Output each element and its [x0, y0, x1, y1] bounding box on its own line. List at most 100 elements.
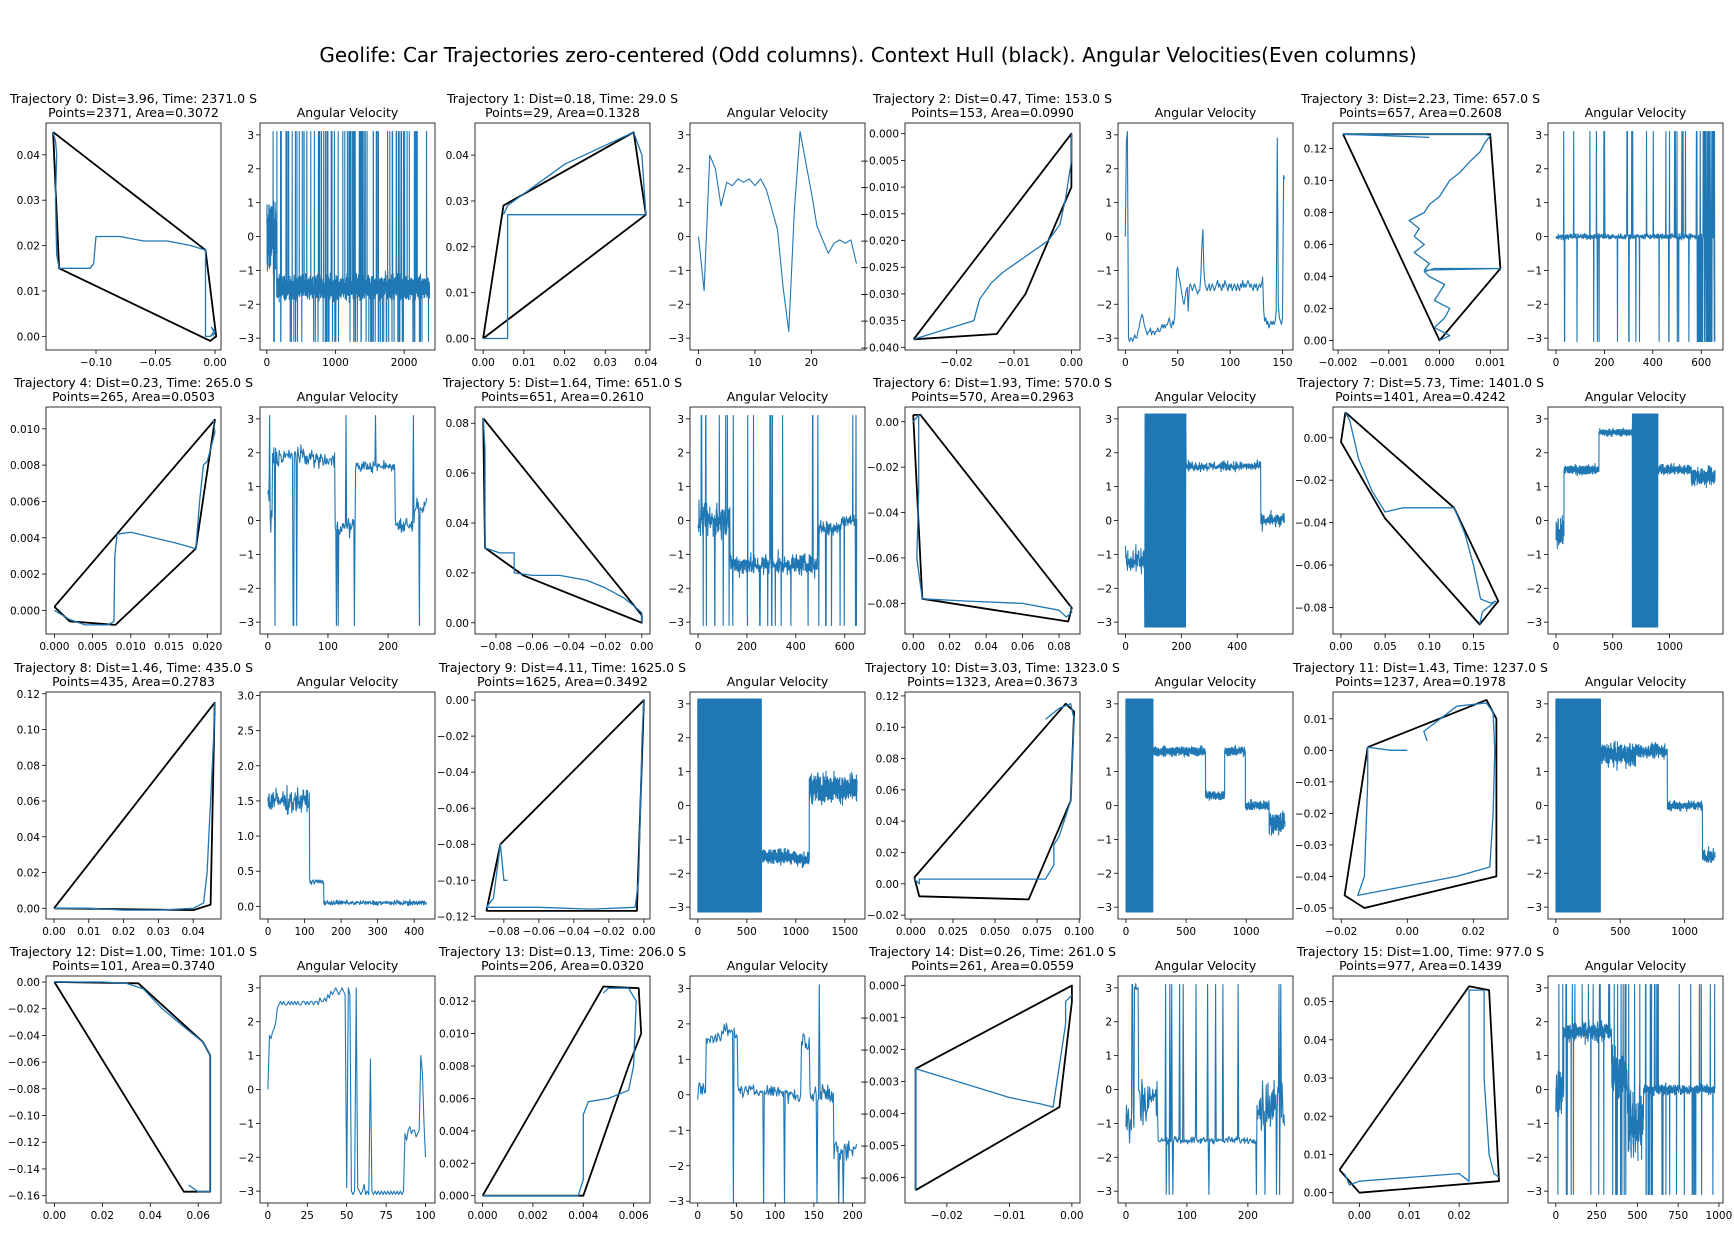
- trajectory-xtick-label-1: 0.01: [512, 357, 535, 369]
- angular-velocity-title-2: Angular Velocity: [1155, 105, 1257, 120]
- trajectory-line-10: [913, 703, 1075, 885]
- angular-velocity-xtick-label-6: 200: [1171, 641, 1191, 653]
- trajectory-ytick-label-0: 0.01: [17, 286, 40, 298]
- angular-velocity-ytick-label-11: 3: [1535, 699, 1542, 711]
- trajectory-xtick-label-5: −0.08: [480, 641, 512, 653]
- angular-velocity-ytick-label-2: 3: [1105, 130, 1112, 142]
- trajectory-ytick-label-5: 0.02: [446, 568, 469, 580]
- trajectory-ytick-label-15: 0.04: [1304, 1035, 1328, 1047]
- trajectory-ytick-label-11: 0.00: [1304, 745, 1327, 757]
- trajectory-xtick-label-12: 0.02: [91, 1210, 114, 1222]
- angular-velocity-ytick-label-2: 0: [1105, 232, 1112, 244]
- angular-velocity-frame-14: [1117, 975, 1294, 1204]
- trajectory-ytick-label-8: 0.02: [17, 868, 40, 880]
- trajectory-ytick-label-6: −0.04: [867, 508, 899, 520]
- trajectory-ytick-label-2: −0.035: [860, 316, 899, 328]
- angular-velocity-xtick-label-10: 500: [1176, 926, 1196, 938]
- trajectory-frame-7: [1332, 406, 1509, 635]
- trajectory-panel-6: Trajectory 6: Dist=1.93, Time: 570.0 SPo…: [867, 375, 1112, 653]
- trajectory-frame-3: [1332, 122, 1509, 351]
- trajectory-title-5: Trajectory 5: Dist=1.64, Time: 651.0 S: [442, 375, 682, 390]
- trajectory-ytick-label-10: 0.12: [876, 691, 899, 703]
- angular-velocity-line-15: [1555, 983, 1716, 1196]
- trajectory-ytick-label-14: −0.002: [860, 1045, 899, 1057]
- trajectory-ytick-label-13: 0.006: [439, 1093, 469, 1105]
- trajectory-ytick-label-15: 0.05: [1304, 997, 1327, 1009]
- angular-velocity-panel-9: Angular Velocity 0 500 1000 1500 −3 −2 −1 0 1 2 3: [669, 674, 866, 938]
- trajectory-ytick-label-1: 0.01: [446, 288, 469, 300]
- trajectory-subtitle-8: Points=435, Area=0.2783: [52, 674, 215, 689]
- trajectory-ytick-label-9: −0.04: [437, 767, 469, 779]
- angular-velocity-xtick-label-3: 0: [1553, 357, 1560, 369]
- angular-velocity-xtick-label-9: 500: [737, 926, 757, 938]
- trajectory-ytick-label-4: 0.006: [10, 496, 40, 508]
- angular-velocity-ytick-label-10: 3: [1105, 699, 1112, 711]
- trajectory-xtick-label-0: −0.05: [139, 357, 171, 369]
- angular-velocity-panel-14: Angular Velocity 0 100 200 −3 −2 −1 0 1 2 3: [1097, 958, 1294, 1222]
- trajectory-xtick-label-8: 0.04: [181, 926, 205, 938]
- angular-velocity-ytick-label-7: 3: [1535, 414, 1542, 426]
- trajectory-frame-9: [474, 691, 651, 920]
- trajectory-xtick-label-12: 0.06: [187, 1210, 211, 1222]
- angular-velocity-ytick-label-3: 0: [1535, 232, 1542, 244]
- angular-velocity-ytick-label-8: 3.0: [237, 691, 254, 703]
- trajectory-ytick-label-3: 0.04: [1304, 271, 1328, 283]
- trajectory-xtick-label-3: −0.001: [1369, 357, 1408, 369]
- context-hull-2: [912, 132, 1073, 341]
- angular-velocity-ytick-label-6: 1: [1105, 482, 1112, 494]
- trajectory-ytick-label-11: 0.01: [1304, 714, 1327, 726]
- trajectory-ytick-label-5: 0.04: [446, 518, 470, 530]
- angular-velocity-panel-1: Angular Velocity 0 10 20 −3 −2 −1 0 1 2 3: [669, 105, 866, 369]
- angular-velocity-title-0: Angular Velocity: [297, 105, 399, 120]
- angular-velocity-ytick-label-13: 2: [677, 1019, 684, 1031]
- angular-velocity-title-13: Angular Velocity: [727, 958, 829, 973]
- angular-velocity-line-9: [697, 698, 858, 913]
- angular-velocity-ytick-label-6: −1: [1097, 549, 1112, 561]
- trajectory-ytick-label-2: −0.020: [860, 236, 899, 248]
- angular-velocity-ytick-label-8: 1.5: [237, 796, 254, 808]
- trajectory-ytick-label-0: 0.02: [17, 241, 40, 253]
- trajectory-line-8: [54, 702, 216, 911]
- angular-velocity-ytick-label-11: 1: [1535, 767, 1542, 779]
- angular-velocity-panel-8: Angular Velocity 0 100 200 300 400 0.0 0.5 1.0 1.…: [237, 674, 436, 938]
- angular-velocity-xtick-label-9: 1000: [782, 926, 809, 938]
- angular-velocity-xtick-label-12: 25: [301, 1210, 314, 1222]
- angular-velocity-ytick-label-11: −1: [1527, 834, 1542, 846]
- trajectory-xtick-label-8: 0.00: [42, 926, 65, 938]
- angular-velocity-ytick-label-1: −3: [669, 333, 684, 345]
- angular-velocity-ytick-label-15: −1: [1527, 1118, 1542, 1130]
- trajectory-subtitle-11: Points=1237, Area=0.1978: [1335, 674, 1506, 689]
- angular-velocity-ytick-label-15: −3: [1527, 1186, 1542, 1198]
- angular-velocity-frame-6: [1117, 406, 1294, 635]
- trajectory-xtick-label-10: 0.100: [1064, 926, 1094, 938]
- context-hull-9: [485, 699, 645, 912]
- angular-velocity-ytick-label-4: −2: [239, 583, 254, 595]
- trajectory-xtick-label-6: 0.06: [1011, 641, 1035, 653]
- angular-velocity-ytick-label-9: 3: [677, 699, 684, 711]
- angular-velocity-xtick-label-13: 100: [765, 1210, 785, 1222]
- trajectory-subtitle-7: Points=1401, Area=0.4242: [1335, 389, 1506, 404]
- angular-velocity-frame-10: [1117, 691, 1294, 920]
- angular-velocity-line-1: [697, 130, 858, 332]
- angular-velocity-ytick-label-8: 0.0: [237, 901, 254, 913]
- angular-velocity-ytick-label-15: 2: [1535, 1017, 1542, 1029]
- angular-velocity-line-5: [697, 414, 858, 627]
- trajectory-ytick-label-4: 0.000: [10, 605, 40, 617]
- trajectory-ytick-label-2: −0.025: [860, 262, 899, 274]
- trajectory-ytick-label-13: 0.000: [439, 1191, 469, 1203]
- angular-velocity-ytick-label-13: −2: [669, 1161, 684, 1173]
- angular-velocity-xtick-label-2: 0: [1122, 357, 1129, 369]
- angular-velocity-frame-9: [689, 691, 866, 920]
- trajectory-panel-3: Trajectory 3: Dist=2.23, Time: 657.0 SPo…: [1300, 91, 1540, 369]
- trajectory-ytick-label-12: −0.08: [8, 1084, 40, 1096]
- trajectory-ytick-label-12: 0.00: [17, 977, 40, 989]
- trajectory-frame-13: [474, 975, 651, 1204]
- angular-velocity-ytick-label-5: 3: [677, 414, 684, 426]
- trajectory-title-15: Trajectory 15: Dist=1.00, Time: 977.0 S: [1296, 944, 1544, 959]
- angular-velocity-panel-6: Angular Velocity 0 200 400 −3 −2 −1 0 1 2 3: [1097, 389, 1294, 653]
- angular-velocity-xtick-label-15: 1000: [1706, 1210, 1733, 1222]
- trajectory-xtick-label-8: 0.03: [147, 926, 170, 938]
- angular-velocity-xtick-label-9: 1500: [831, 926, 858, 938]
- angular-velocity-ytick-label-14: −3: [1097, 1186, 1112, 1198]
